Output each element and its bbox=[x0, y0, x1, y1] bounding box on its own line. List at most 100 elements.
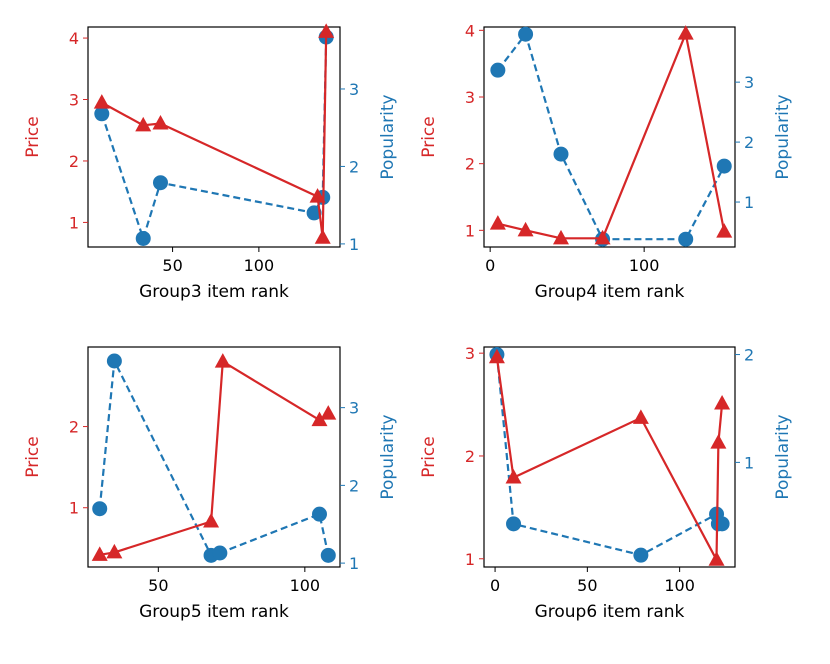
x-axis-label: Group3 item rank bbox=[139, 282, 289, 302]
y-left-tick-label: 2 bbox=[465, 447, 475, 466]
popularity-point bbox=[152, 175, 168, 191]
axes-frame bbox=[483, 346, 736, 568]
y-right-axis-label: Popularity bbox=[378, 414, 398, 499]
y-right-tick-label: 1 bbox=[349, 554, 359, 573]
x-tick-label: 100 bbox=[244, 256, 275, 275]
x-axis-label: Group6 item rank bbox=[535, 602, 685, 622]
axes-frame bbox=[87, 26, 341, 248]
price-point bbox=[314, 229, 331, 244]
popularity-point bbox=[633, 547, 649, 563]
price-point bbox=[91, 546, 108, 561]
y-right-tick-label: 2 bbox=[744, 133, 754, 152]
axes-frame bbox=[87, 346, 341, 568]
y-left-tick-label: 4 bbox=[69, 29, 79, 48]
y-right-tick-label: 1 bbox=[744, 453, 754, 472]
y-left-tick-label: 2 bbox=[465, 155, 475, 174]
y-left-tick-label: 1 bbox=[69, 213, 79, 232]
y-left-tick-label: 3 bbox=[69, 91, 79, 110]
popularity-point bbox=[212, 545, 228, 561]
price-point bbox=[318, 23, 335, 38]
price-point bbox=[632, 409, 649, 424]
price-point bbox=[677, 25, 694, 40]
price-point bbox=[714, 395, 731, 410]
y-left-tick-label: 2 bbox=[69, 152, 79, 171]
subplot-group4: 0 100 1 2 3 4 1 2 3 Group4 item rank Price Populari… bbox=[419, 21, 793, 302]
popularity-point bbox=[678, 231, 694, 247]
popularity-series-line bbox=[495, 354, 723, 557]
price-point bbox=[505, 469, 522, 484]
popularity-point bbox=[716, 158, 732, 174]
x-tick-label: 100 bbox=[629, 256, 660, 275]
price-point bbox=[106, 543, 123, 559]
y-left-tick-label: 3 bbox=[465, 88, 475, 107]
x-tick-label: 50 bbox=[148, 576, 168, 595]
price-point bbox=[552, 229, 569, 245]
popularity-point bbox=[106, 353, 122, 369]
popularity-series-line bbox=[100, 37, 328, 240]
price-point bbox=[309, 188, 326, 203]
popularity-point bbox=[92, 501, 108, 517]
y-right-axis-label: Popularity bbox=[773, 414, 793, 499]
y-left-tick-label: 3 bbox=[465, 344, 475, 363]
subplot-group3: 50 100 1 2 3 4 1 2 3 Group3 item rank Price Popular… bbox=[23, 23, 398, 302]
x-tick-label: 100 bbox=[664, 576, 695, 595]
popularity-point bbox=[490, 62, 506, 78]
popularity-point bbox=[518, 26, 534, 42]
x-axis-label: Group4 item rank bbox=[535, 282, 685, 302]
price-point bbox=[710, 434, 727, 449]
y-left-axis-label: Price bbox=[23, 436, 43, 477]
popularity-series-line bbox=[497, 33, 726, 241]
x-tick-label: 50 bbox=[577, 576, 597, 595]
y-right-tick-label: 1 bbox=[744, 193, 754, 212]
price-point bbox=[708, 551, 725, 566]
price-point bbox=[320, 405, 337, 420]
x-tick-label: 0 bbox=[485, 256, 495, 275]
axes-frame bbox=[483, 26, 736, 248]
popularity-point bbox=[311, 506, 327, 522]
popularity-point bbox=[714, 516, 730, 532]
x-axis-label: Group5 item rank bbox=[139, 602, 289, 622]
subplot-group6: 0 50 100 1 2 3 1 2 Group6 item rank Price Populari… bbox=[419, 344, 793, 622]
y-left-tick-label: 1 bbox=[465, 550, 475, 569]
popularity-point bbox=[306, 205, 322, 221]
x-tick-label: 100 bbox=[290, 576, 321, 595]
x-tick-label: 0 bbox=[490, 576, 500, 595]
popularity-point bbox=[553, 146, 569, 162]
price-point bbox=[93, 94, 110, 109]
y-right-tick-label: 3 bbox=[744, 73, 754, 92]
y-left-tick-label: 1 bbox=[69, 499, 79, 518]
y-right-tick-label: 3 bbox=[349, 399, 359, 418]
x-tick-label: 50 bbox=[162, 256, 182, 275]
y-left-axis-label: Price bbox=[419, 436, 439, 477]
subplot-group5: 50 100 1 2 1 2 3 Group5 item rank Price Popularit… bbox=[23, 346, 398, 622]
y-left-axis-label: Price bbox=[419, 116, 439, 157]
y-left-tick-label: 2 bbox=[69, 418, 79, 437]
popularity-point bbox=[506, 516, 522, 532]
y-right-tick-label: 3 bbox=[349, 80, 359, 99]
y-right-axis-label: Popularity bbox=[773, 94, 793, 179]
y-left-axis-label: Price bbox=[23, 116, 43, 157]
y-right-tick-label: 2 bbox=[349, 157, 359, 176]
price-point bbox=[594, 229, 611, 245]
y-right-tick-label: 1 bbox=[349, 235, 359, 254]
price-series-line bbox=[101, 31, 328, 239]
price-point bbox=[489, 215, 506, 230]
price-point bbox=[203, 513, 220, 528]
y-right-tick-label: 2 bbox=[744, 346, 754, 365]
y-left-tick-label: 4 bbox=[465, 21, 475, 40]
y-right-axis-label: Popularity bbox=[378, 94, 398, 179]
popularity-point bbox=[135, 230, 151, 246]
price-point bbox=[488, 348, 505, 364]
popularity-point bbox=[94, 106, 110, 122]
popularity-point bbox=[320, 547, 336, 563]
price-point bbox=[517, 221, 534, 237]
y-left-tick-label: 1 bbox=[465, 221, 475, 240]
price-point bbox=[152, 114, 169, 130]
price-series-line bbox=[497, 32, 726, 240]
price-point bbox=[311, 411, 328, 427]
price-point bbox=[716, 223, 733, 238]
price-point bbox=[135, 116, 152, 132]
y-right-tick-label: 2 bbox=[349, 476, 359, 495]
price-point bbox=[214, 353, 231, 368]
